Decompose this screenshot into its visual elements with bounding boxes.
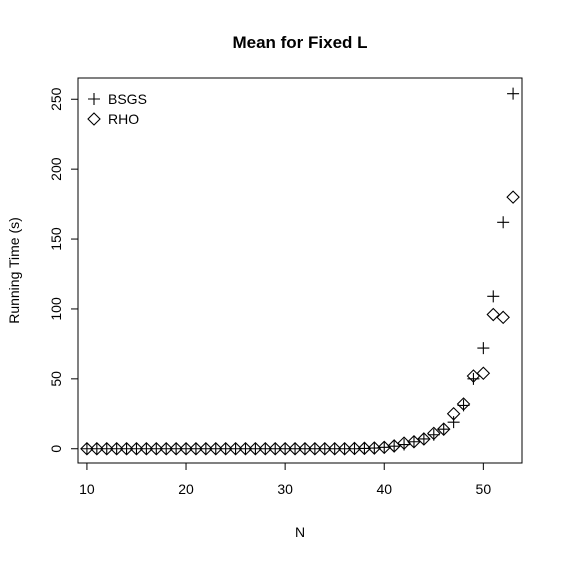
bsgs-point [447,416,460,429]
bsgs-point [487,290,500,303]
bsgs-point [467,372,480,385]
bsgs-point [407,435,420,448]
y-tick-label: 250 [48,87,64,111]
x-tick-label: 30 [277,481,293,497]
rho-point [327,441,342,456]
y-tick-label: 100 [48,297,64,321]
rho-point [80,441,94,456]
bsgs-point [507,87,520,100]
rho-point [238,441,253,456]
rho-point [427,426,441,441]
y-tick-label: 50 [48,371,64,387]
rho-point [436,422,451,436]
rho-point [268,441,283,456]
rho-point [456,397,471,411]
x-tick-label: 40 [376,481,392,497]
rho-point [496,310,510,325]
rho-point [506,190,520,204]
legend-label: BSGS [108,91,147,107]
legend-label: RHO [108,111,139,127]
rho-point [248,441,263,456]
rho-point [278,441,292,456]
bsgs-point [417,432,430,445]
legend: BSGS RHO [87,91,147,127]
x-axis-label: N [295,524,305,540]
data-points [80,87,520,456]
bsgs-point [388,440,401,453]
rho-point [129,441,144,456]
y-axis-label: Running Time (s) [6,217,22,324]
rho-point [308,441,322,456]
chart-title: Mean for Fixed L [232,33,367,52]
rho-point [357,441,372,456]
rho-point [347,441,362,456]
rho-point [476,366,491,381]
legend-plus-marker [88,93,100,105]
rho-point [228,441,243,456]
y-tick-label: 200 [48,157,64,181]
rho-point [189,441,203,456]
rho-point [159,441,173,456]
rho-point [199,441,213,456]
rho-point [208,441,223,456]
rho-point [218,441,233,456]
rho-point [337,441,352,456]
rho-point [317,441,332,456]
x-tick-label: 20 [178,481,194,497]
rho-point [486,307,501,322]
rho-point [169,441,183,456]
rho-point [99,441,114,456]
bsgs-point [437,423,450,436]
rho-point [288,441,302,456]
rho-point [90,441,104,456]
y-tick-label: 0 [48,445,64,453]
rho-point [367,441,382,455]
x-tick-label: 50 [476,481,492,497]
plot-frame [77,77,523,464]
rho-point [149,441,164,456]
bsgs-point [497,216,510,229]
y-axis: 0 50 100 150 200 250 [48,87,79,453]
rho-point [139,441,154,456]
rho-point [119,441,134,456]
rho-point [417,432,431,446]
y-tick-label: 150 [48,227,64,251]
x-tick-label: 10 [79,481,95,497]
x-axis: 10 20 30 40 50 [79,462,492,497]
rho-point [446,407,461,421]
bsgs-point [477,342,490,355]
rho-point [258,441,273,456]
rho-point [109,441,124,456]
legend-diamond-marker [87,112,101,126]
rho-point [298,441,312,456]
rho-point [179,441,193,456]
